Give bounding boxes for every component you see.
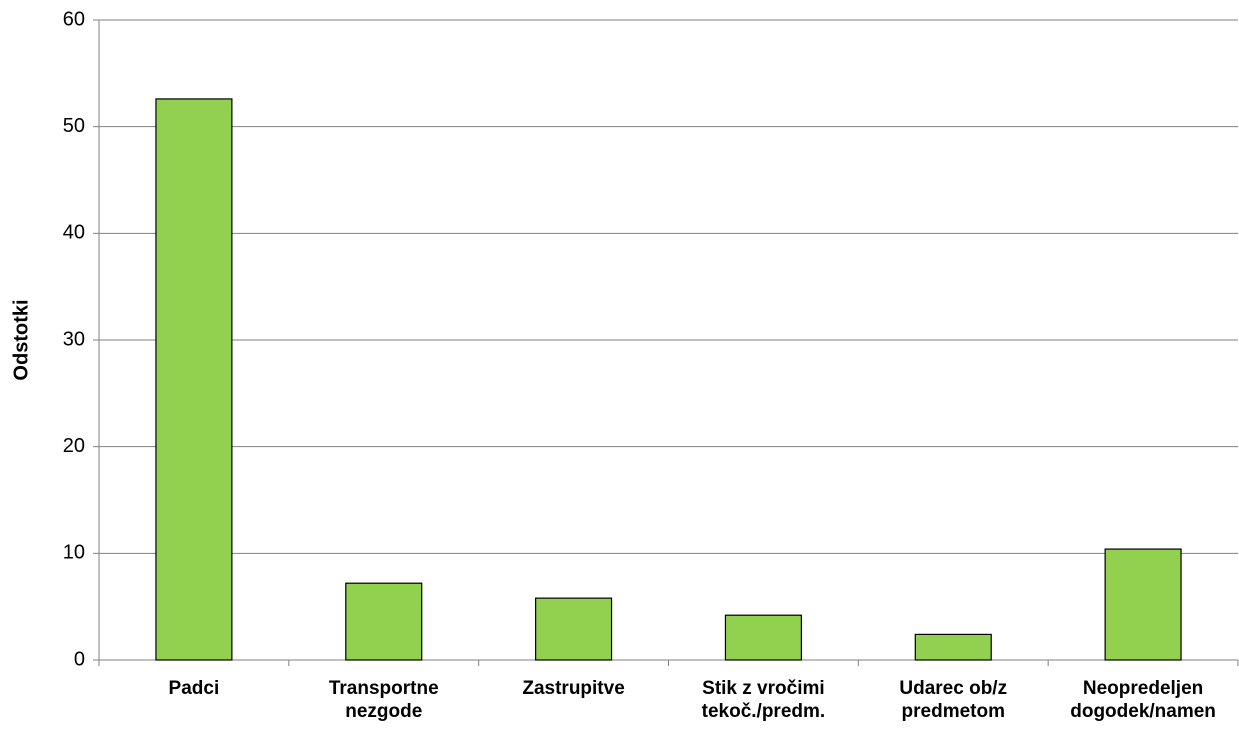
bar [1104, 548, 1182, 661]
x-tick-label: Transportne nezgode [328, 678, 439, 722]
y-tick-label: 10 [63, 542, 85, 564]
x-tick-label: Padci [168, 678, 220, 699]
bar [155, 98, 233, 661]
bar [535, 597, 613, 661]
y-tick-label: 20 [63, 435, 85, 457]
y-tick-label: 60 [63, 8, 85, 30]
x-tick-label: Stik z vročimi tekoč./predm. [701, 678, 826, 722]
y-tick-label: 40 [63, 222, 85, 244]
y-tick-label: 50 [63, 115, 85, 137]
bar [914, 633, 992, 661]
y-tick-label: 30 [63, 328, 85, 350]
x-tick-label: Zastrupitve [522, 678, 625, 699]
bar [724, 614, 802, 661]
bar [345, 582, 423, 661]
y-tick-label: 0 [74, 648, 85, 670]
x-tick-label: Udarec ob/z predmetom [899, 678, 1008, 722]
y-axis-label: Odstotki [10, 299, 32, 380]
x-tick-label: Neopredeljen dogodek/namen [1070, 678, 1216, 722]
